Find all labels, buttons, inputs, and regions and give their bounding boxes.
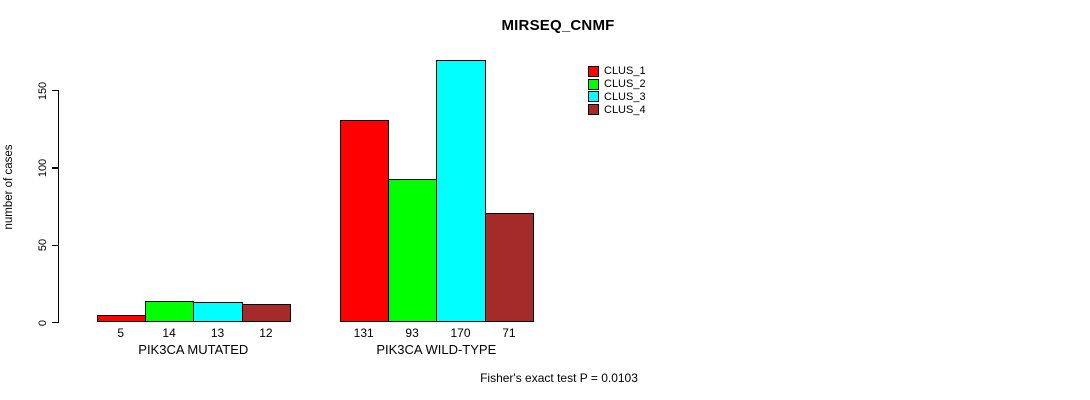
y-axis-label: number of cases xyxy=(3,144,15,230)
bar-clus_2-2 xyxy=(387,178,438,323)
bar-clus_1-1 xyxy=(96,314,146,323)
legend-item-clus_2: CLUS_2 xyxy=(588,78,646,91)
y-axis-line xyxy=(58,90,60,323)
bar-value-label: 5 xyxy=(117,325,125,340)
legend-item-clus_4: CLUS_4 xyxy=(588,103,646,116)
y-tick xyxy=(52,244,59,246)
legend-swatch-icon xyxy=(588,104,599,116)
bar-value-label: 131 xyxy=(353,325,374,340)
chart-title: MIRSEQ_CNMF xyxy=(501,17,615,34)
y-tick-label: 0 xyxy=(37,319,49,326)
legend-label: CLUS_2 xyxy=(604,78,646,91)
bar-clus_4-2 xyxy=(484,212,535,323)
bar-value-label: 93 xyxy=(405,325,419,340)
legend-label: CLUS_1 xyxy=(604,65,646,78)
y-tick-label: 50 xyxy=(37,239,49,252)
legend-swatch-icon xyxy=(588,78,599,90)
y-tick-label: 100 xyxy=(37,158,49,178)
legend-item-clus_3: CLUS_3 xyxy=(588,91,646,104)
bar-clus_3-2 xyxy=(436,59,486,323)
legend-label: CLUS_3 xyxy=(604,90,646,103)
bar-value-label: 14 xyxy=(162,325,176,340)
bar-clus_3-1 xyxy=(193,302,243,323)
bar-clus_1-2 xyxy=(339,119,389,323)
legend-swatch-icon xyxy=(588,91,599,103)
y-tick-label: 150 xyxy=(37,81,49,100)
y-tick xyxy=(52,167,59,169)
bar-value-label: 13 xyxy=(210,325,225,340)
bar-value-label: 12 xyxy=(259,325,273,340)
group-label: PIK3CA WILD-TYPE xyxy=(376,341,497,357)
bar-clus_4-1 xyxy=(241,303,292,323)
legend-label: CLUS_4 xyxy=(604,103,646,116)
legend-swatch-icon xyxy=(588,65,599,77)
bar-clus_2-1 xyxy=(144,300,195,323)
legend-item-clus_1: CLUS_1 xyxy=(588,65,646,78)
legend: CLUS_1 CLUS_2 CLUS_3 CLUS_4 xyxy=(588,65,646,116)
bar-value-label: 170 xyxy=(450,325,471,340)
footer-annotation: Fisher's exact test P = 0.0103 xyxy=(480,371,638,385)
y-tick xyxy=(52,322,59,324)
bar-value-label: 71 xyxy=(502,325,516,340)
group-label: PIK3CA MUTATED xyxy=(138,341,249,357)
y-tick xyxy=(52,90,59,92)
